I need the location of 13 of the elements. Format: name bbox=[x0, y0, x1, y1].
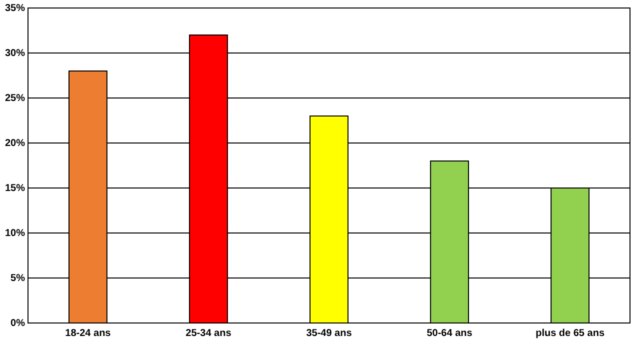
y-tick-label: 10% bbox=[4, 228, 26, 240]
y-tick-label: 15% bbox=[4, 183, 26, 194]
x-tick-label: 25-34 ans bbox=[186, 328, 232, 340]
y-tick-label: 30% bbox=[4, 48, 26, 60]
x-tick-label: plus de 65 ans bbox=[536, 328, 605, 340]
y-tick-label: 20% bbox=[4, 138, 26, 150]
x-tick-label: 50-64 ans bbox=[426, 328, 473, 340]
y-tick-label: 25% bbox=[4, 93, 26, 104]
y-tick-label: 0% bbox=[10, 318, 26, 330]
x-tick-label: 18-24 ans bbox=[65, 328, 112, 340]
y-tick-label: 5% bbox=[10, 273, 26, 284]
x-tick-label: 35-49 ans bbox=[306, 328, 352, 340]
y-tick-label: 35% bbox=[4, 3, 26, 14]
